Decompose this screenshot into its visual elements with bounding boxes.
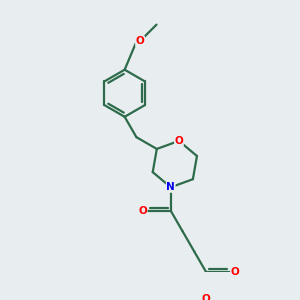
Text: N: N bbox=[167, 182, 175, 192]
Text: O: O bbox=[138, 206, 147, 216]
Text: O: O bbox=[231, 267, 239, 277]
Text: O: O bbox=[136, 36, 144, 46]
Text: O: O bbox=[202, 294, 210, 300]
Text: O: O bbox=[175, 136, 183, 146]
